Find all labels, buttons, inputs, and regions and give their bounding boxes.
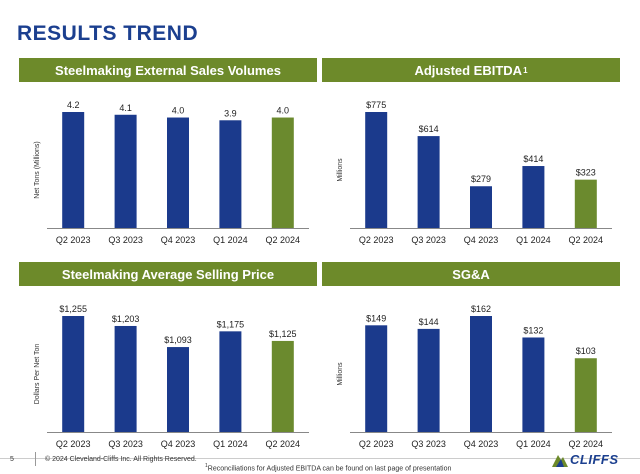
- bar: [574, 179, 597, 228]
- chart-title: Steelmaking Average Selling Price: [19, 262, 317, 286]
- company-logo: CLIFFS: [552, 452, 619, 467]
- bar: [62, 316, 85, 432]
- data-label: $132: [523, 325, 543, 335]
- adjusted-ebitda-panel: Adjusted EBITDA 1 Millions $775 Q2 2023 $614…: [322, 58, 620, 250]
- x-tick-label: Q3 2023: [108, 439, 143, 449]
- bar: [470, 316, 492, 432]
- chart-title-text: SG&A: [452, 266, 490, 282]
- data-label: $144: [419, 317, 439, 327]
- bar: [417, 328, 440, 432]
- x-tick-label: Q2 2023: [56, 439, 91, 449]
- x-tick-label: Q1 2024: [516, 235, 551, 245]
- bar: [219, 331, 242, 432]
- x-tick-label: Q3 2023: [411, 235, 446, 245]
- bar: [219, 120, 242, 228]
- bar: [365, 325, 388, 432]
- bar: [62, 112, 85, 228]
- x-tick-label: Q1 2024: [516, 439, 551, 449]
- bar: [365, 112, 388, 228]
- adjusted-ebitda-chart: Millions $775 Q2 2023 $614 Q3 2023 $279 Q4 202…: [337, 100, 612, 245]
- footnote-marker: 1: [523, 65, 528, 75]
- bar: [167, 347, 189, 432]
- x-tick-label: Q3 2023: [108, 235, 143, 245]
- x-tick-label: Q4 2023: [464, 235, 499, 245]
- page-number: 5: [10, 456, 14, 463]
- x-tick-label: Q3 2023: [411, 439, 446, 449]
- data-label: $103: [576, 346, 596, 356]
- x-tick-label: Q4 2023: [464, 439, 499, 449]
- bar: [167, 117, 189, 228]
- chart-title-text: Steelmaking Average Selling Price: [61, 266, 275, 282]
- data-label: $614: [419, 124, 439, 134]
- sales-volumes-panel: Steelmaking External Sales Volumes Net T…: [19, 58, 317, 250]
- data-label: 4.2: [67, 100, 80, 110]
- bar: [114, 325, 137, 432]
- bar: [470, 186, 492, 228]
- data-label: $1,203: [112, 314, 140, 324]
- x-tick-label: Q2 2024: [569, 439, 604, 449]
- x-tick-label: Q2 2023: [359, 235, 394, 245]
- footer-divider-line: [0, 458, 640, 459]
- chart-title: Steelmaking External Sales Volumes: [19, 58, 317, 82]
- copyright-text: © 2024 Cleveland-Cliffs Inc. All Rights …: [45, 456, 197, 463]
- chart-title: SG&A: [322, 262, 620, 286]
- x-tick-label: Q4 2023: [161, 439, 196, 449]
- bar: [574, 358, 597, 432]
- page-title: RESULTS TREND: [17, 22, 199, 45]
- selling-price-chart: Dollars Per Net Ton $1,255 Q2 2023 $1,203 Q3…: [34, 304, 309, 449]
- bar: [271, 340, 294, 432]
- x-tick-label: Q2 2023: [56, 235, 91, 245]
- x-tick-label: Q1 2024: [213, 235, 248, 245]
- data-label: $1,125: [269, 329, 297, 339]
- y-axis-label: Dollars Per Net Ton: [34, 344, 41, 405]
- data-label: 4.1: [119, 103, 132, 113]
- data-label: $1,093: [164, 335, 192, 345]
- y-axis-label: Millions: [337, 158, 344, 182]
- y-axis-label: Millions: [337, 362, 344, 386]
- chart-title-text: Steelmaking External Sales Volumes: [55, 62, 281, 78]
- data-label: $1,255: [59, 304, 87, 314]
- x-tick-label: Q1 2024: [213, 439, 248, 449]
- bar: [114, 114, 137, 228]
- chart-title: Adjusted EBITDA 1: [322, 58, 620, 82]
- x-tick-label: Q2 2024: [569, 235, 604, 245]
- data-label: $775: [366, 100, 386, 110]
- footer-divider: [35, 452, 36, 466]
- data-label: $149: [366, 313, 386, 323]
- x-tick-label: Q2 2024: [266, 439, 301, 449]
- bar: [522, 337, 545, 432]
- footnote-text: Reconciliations for Adjusted EBITDA can …: [207, 465, 452, 473]
- bar: [417, 136, 440, 228]
- sga-panel: SG&A Millions $149 Q2 2023 $144 Q3 2023 $162 Q…: [322, 262, 620, 454]
- data-label: $279: [471, 174, 491, 184]
- data-label: $162: [471, 304, 491, 314]
- chart-title-text: Adjusted EBITDA: [414, 62, 523, 78]
- data-label: $414: [523, 154, 543, 164]
- x-tick-label: Q2 2023: [359, 439, 394, 449]
- data-label: 3.9: [224, 108, 237, 118]
- data-label: 4.0: [277, 106, 290, 116]
- data-label: 4.0: [172, 106, 185, 116]
- sga-chart: Millions $149 Q2 2023 $144 Q3 2023 $162 Q4 202…: [337, 304, 612, 449]
- sales-volumes-chart: Net Tons (Millions) 4.2 Q2 2023 4.1 Q3 2023 4…: [34, 100, 309, 245]
- bar: [271, 117, 294, 228]
- x-tick-label: Q4 2023: [161, 235, 196, 245]
- cliffs-logo-icon: [552, 454, 568, 467]
- x-tick-label: Q2 2024: [266, 235, 301, 245]
- data-label: $1,175: [217, 319, 245, 329]
- bar: [522, 166, 545, 228]
- footnote: 1Reconciliations for Adjusted EBITDA can…: [205, 463, 451, 472]
- selling-price-panel: Steelmaking Average Selling Price Dollar…: [19, 262, 317, 454]
- footnote-marker: 1: [205, 463, 208, 469]
- logo-text: CLIFFS: [570, 452, 619, 467]
- data-label: $323: [576, 168, 596, 178]
- y-axis-label: Net Tons (Millions): [34, 141, 41, 198]
